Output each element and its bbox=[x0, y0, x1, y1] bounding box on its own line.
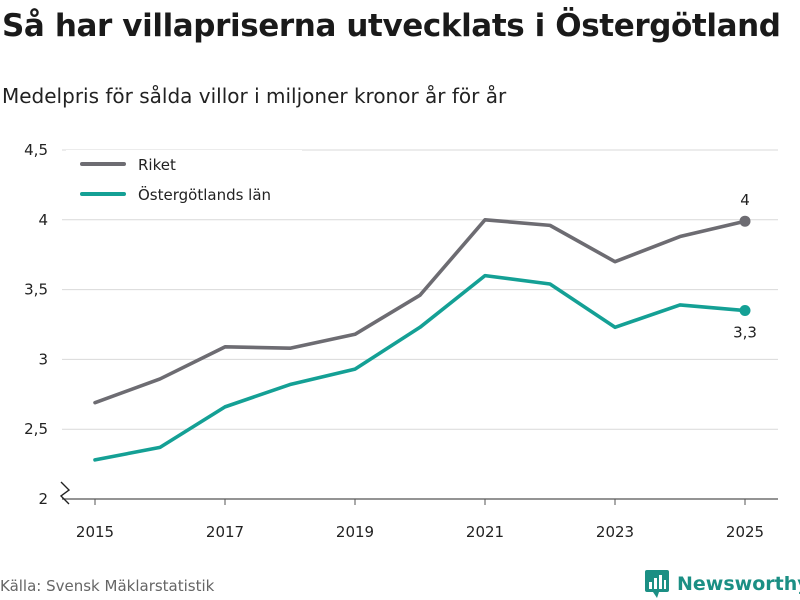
series-line-riket bbox=[93, 218, 747, 405]
brand-logo: Newsworthy bbox=[645, 570, 800, 598]
x-tick-label: 2015 bbox=[76, 523, 114, 541]
source-note: Källa: Svensk Mäklarstatistik bbox=[0, 577, 215, 595]
y-tick-label: 2 bbox=[38, 490, 48, 508]
axis-break-icon bbox=[59, 481, 71, 505]
newsworthy-logo-icon bbox=[645, 570, 669, 598]
series-line-ostergotland bbox=[93, 273, 747, 462]
legend: Riket Östergötlands län bbox=[66, 150, 302, 212]
end-label-riket: 4 bbox=[740, 191, 750, 209]
legend-background bbox=[66, 150, 302, 212]
x-tick-label: 2019 bbox=[336, 523, 374, 541]
x-tick-label: 2021 bbox=[466, 523, 504, 541]
end-point-riket bbox=[739, 215, 751, 227]
legend-label-ostergotland: Östergötlands län bbox=[138, 185, 271, 204]
brand-name: Newsworthy bbox=[677, 573, 800, 595]
legend-label-riket: Riket bbox=[138, 156, 176, 174]
chart-subtitle: Medelpris för sålda villor i miljoner kr… bbox=[2, 84, 507, 108]
y-tick-label: 2,5 bbox=[24, 420, 48, 438]
series-lines bbox=[93, 215, 751, 462]
end-point-ostergotland bbox=[739, 305, 751, 317]
y-tick-label: 4,5 bbox=[24, 141, 48, 159]
end-labels: 43,3 bbox=[733, 191, 757, 341]
y-tick-label: 4 bbox=[38, 211, 48, 229]
y-axis-ticks: 2 2,5 3 3,5 4 4,5 bbox=[24, 141, 48, 508]
x-tick-label: 2025 bbox=[726, 523, 764, 541]
y-tick-label: 3 bbox=[38, 350, 48, 368]
x-axis-ticks: 2015 2017 2019 2021 2023 2025 bbox=[76, 499, 764, 541]
x-tick-label: 2017 bbox=[206, 523, 244, 541]
y-tick-label: 3,5 bbox=[24, 281, 48, 299]
end-label-ostergotland: 3,3 bbox=[733, 324, 757, 342]
chart-title: Så har villapriserna utvecklats i Österg… bbox=[2, 8, 781, 44]
x-tick-label: 2023 bbox=[596, 523, 634, 541]
